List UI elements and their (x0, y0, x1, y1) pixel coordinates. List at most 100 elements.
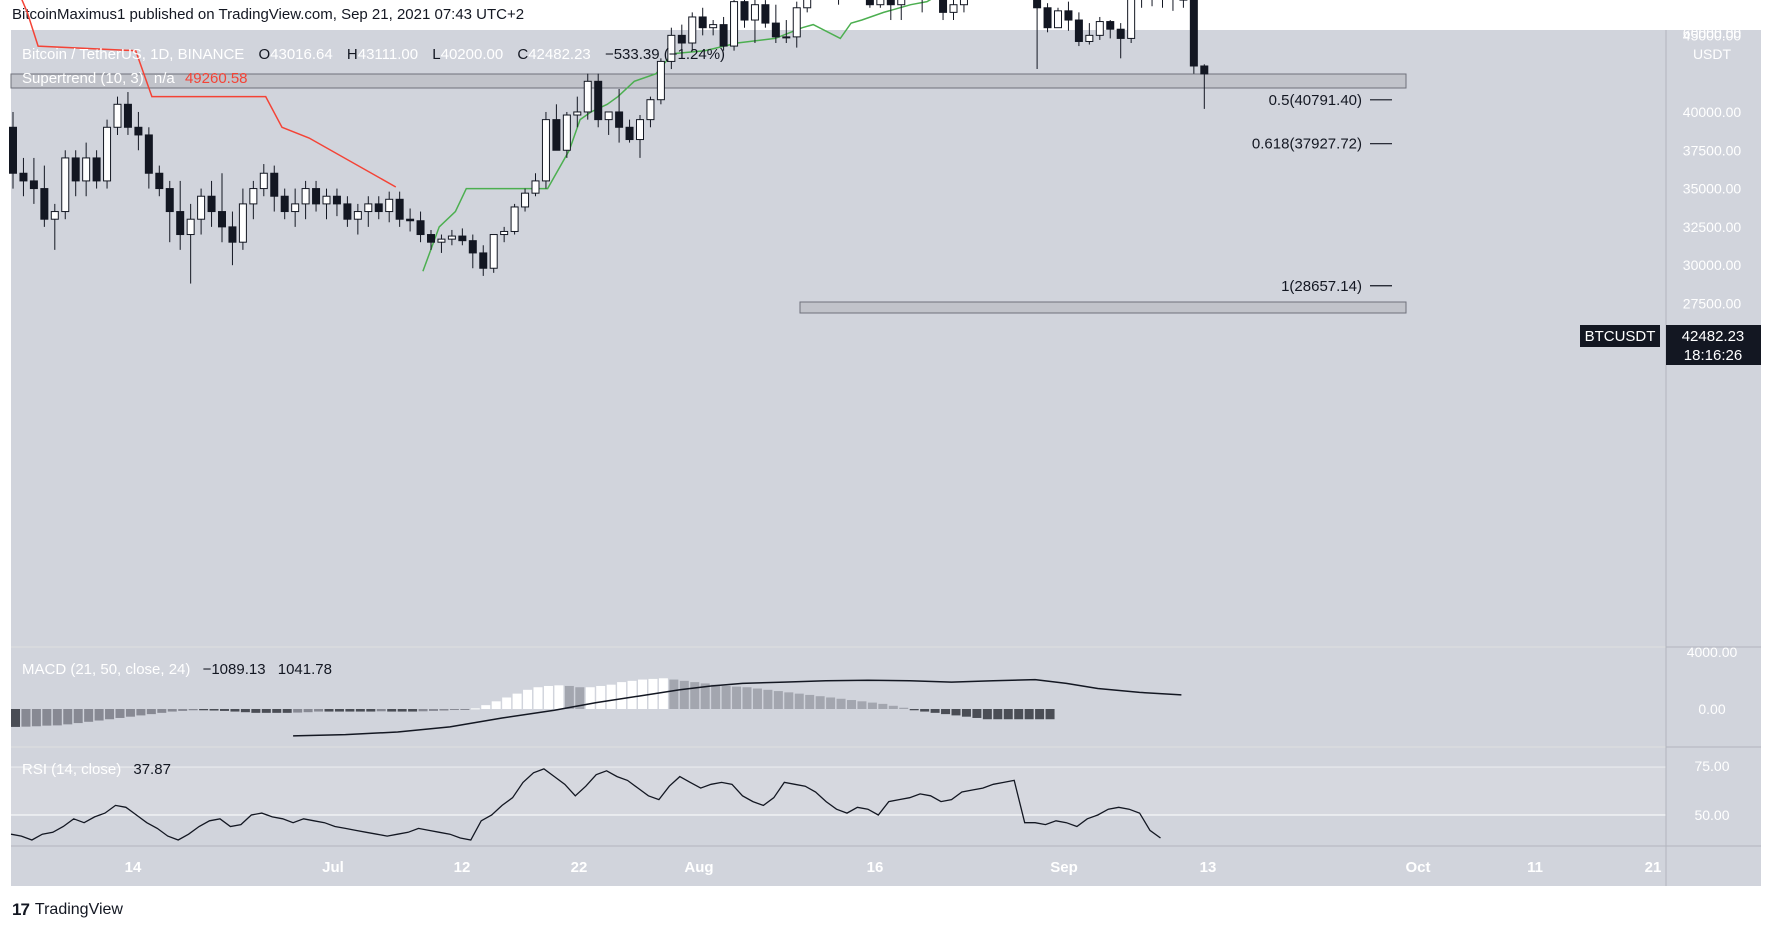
resistance-band[interactable] (10, 73, 1407, 89)
candle[interactable] (9, 126, 17, 174)
candle[interactable] (385, 198, 394, 213)
candle[interactable] (886, 0, 895, 6)
candle[interactable] (489, 234, 498, 269)
candle[interactable] (636, 119, 644, 141)
price-pane[interactable] (11, 30, 1666, 646)
candle[interactable] (280, 195, 289, 213)
candle[interactable] (61, 157, 70, 213)
candle[interactable] (521, 192, 530, 208)
candle[interactable] (562, 114, 571, 151)
candle[interactable] (447, 235, 456, 240)
candle[interactable] (1200, 65, 1209, 75)
candle[interactable] (510, 206, 519, 232)
candle[interactable] (406, 218, 415, 222)
candle[interactable] (1095, 21, 1104, 36)
candle[interactable] (1054, 10, 1062, 29)
candle[interactable] (301, 188, 310, 205)
candle[interactable] (740, 1, 749, 21)
candle[interactable] (92, 157, 101, 182)
candle[interactable] (134, 126, 143, 136)
candle[interactable] (176, 211, 185, 236)
candle[interactable] (468, 240, 477, 254)
candle[interactable] (782, 36, 791, 39)
price-axis-bg[interactable] (1666, 30, 1761, 886)
candle[interactable] (541, 119, 550, 182)
candle[interactable] (71, 157, 80, 182)
candle[interactable] (29, 180, 38, 190)
candle[interactable] (103, 126, 112, 182)
candle[interactable] (646, 99, 655, 121)
candle[interactable] (552, 119, 561, 151)
candle[interactable] (479, 252, 488, 269)
candle[interactable] (228, 226, 237, 243)
candle[interactable] (709, 24, 718, 29)
candle[interactable] (730, 1, 739, 47)
candle[interactable] (897, 0, 906, 6)
candle[interactable] (343, 203, 352, 220)
candle[interactable] (155, 172, 164, 190)
candle[interactable] (364, 203, 373, 213)
candle[interactable] (656, 60, 665, 101)
candle[interactable] (531, 180, 540, 194)
candle[interactable] (1085, 34, 1094, 42)
candle[interactable] (1189, 0, 1198, 67)
support-band[interactable] (799, 301, 1407, 314)
candle[interactable] (19, 172, 28, 182)
candle[interactable] (803, 0, 812, 9)
candle[interactable] (939, 0, 948, 13)
candle[interactable] (573, 111, 582, 116)
candle[interactable] (771, 22, 780, 38)
candle[interactable] (458, 235, 467, 242)
candle[interactable] (949, 4, 958, 13)
candle[interactable] (1074, 19, 1083, 42)
candle[interactable] (1064, 10, 1073, 21)
candle[interactable] (688, 16, 697, 44)
candle[interactable] (1043, 7, 1052, 29)
candle[interactable] (959, 0, 968, 6)
candle[interactable] (238, 203, 247, 243)
candle[interactable] (270, 172, 279, 197)
candle[interactable] (197, 195, 206, 220)
candle[interactable] (427, 234, 435, 243)
candle[interactable] (144, 134, 153, 174)
candle[interactable] (761, 4, 770, 24)
candle[interactable] (625, 126, 634, 141)
candle[interactable] (1127, 0, 1136, 39)
candle[interactable] (113, 103, 122, 128)
candle[interactable] (719, 24, 728, 47)
candle[interactable] (698, 16, 707, 29)
candle[interactable] (291, 203, 300, 213)
time-axis[interactable] (11, 846, 1666, 886)
candle[interactable] (312, 188, 321, 205)
candle[interactable] (218, 211, 226, 228)
candle[interactable] (667, 34, 676, 62)
candle[interactable] (594, 80, 603, 121)
candle[interactable] (249, 188, 258, 205)
candle[interactable] (322, 195, 331, 205)
candle[interactable] (437, 238, 446, 243)
candle[interactable] (677, 34, 686, 44)
candle[interactable] (40, 188, 49, 220)
candle[interactable] (1106, 21, 1115, 30)
candle[interactable] (332, 195, 341, 205)
candle[interactable] (259, 172, 268, 190)
candle[interactable] (395, 198, 404, 220)
candle[interactable] (374, 203, 383, 213)
candle[interactable] (123, 103, 132, 128)
candle[interactable] (1116, 28, 1125, 39)
candle[interactable] (750, 4, 759, 21)
candle[interactable] (186, 218, 195, 236)
candle[interactable] (165, 188, 174, 213)
candle[interactable] (353, 211, 362, 220)
candle[interactable] (876, 0, 885, 6)
candle[interactable] (615, 111, 624, 128)
candle[interactable] (207, 195, 216, 213)
candle[interactable] (500, 230, 509, 236)
candle[interactable] (1033, 0, 1042, 9)
macd-pane[interactable] (11, 648, 1666, 746)
candle[interactable] (604, 111, 613, 121)
candle[interactable] (583, 80, 592, 113)
candle[interactable] (865, 0, 874, 6)
candle[interactable] (792, 7, 801, 38)
